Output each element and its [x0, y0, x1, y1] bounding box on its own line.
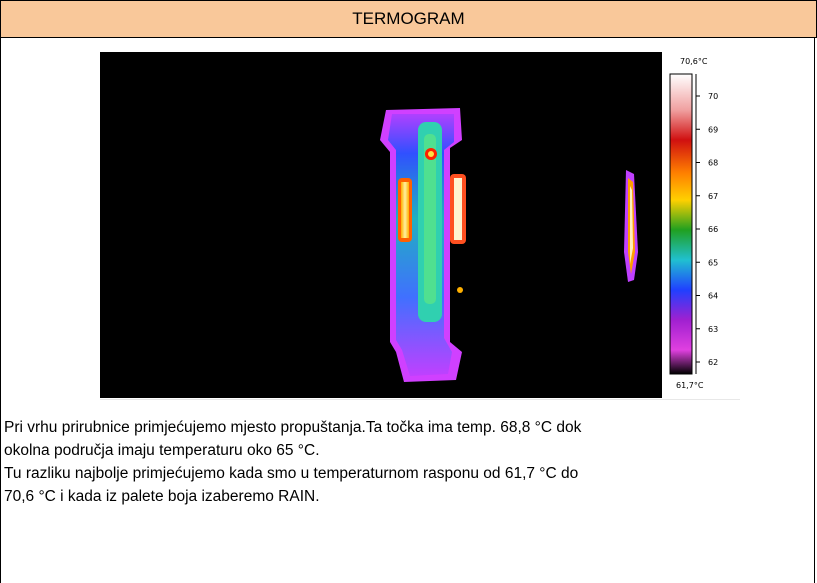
description-line: 70,6 °C i kada iz palete boja izaberemo … [4, 488, 320, 505]
description-line: okolna područja imaju temperaturu oko 65… [4, 442, 320, 459]
temperature-scale: 70,6°C 70 69 68 67 66 65 64 63 62 61,7°C [666, 52, 738, 398]
scale-tick-label: 68 [708, 159, 718, 168]
scale-tick-label: 70 [708, 92, 718, 101]
description-line: Pri vrhu prirubnice primjećujemo mjesto … [4, 419, 582, 436]
scale-tick-label: 69 [708, 125, 718, 134]
scale-tick-label: 64 [708, 292, 718, 301]
scale-gradient [669, 73, 693, 375]
scale-max-label: 70,6°C [680, 57, 708, 66]
page-title: TERMOGRAM [0, 0, 817, 38]
image-divider [100, 399, 740, 400]
scale-tick-label: 63 [708, 325, 718, 334]
color-scale-bar: 70,6°C 70 69 68 67 66 65 64 63 62 61,7°C [669, 57, 718, 390]
scale-tick-label: 66 [708, 225, 718, 234]
scale-min-label: 61,7°C [676, 381, 704, 390]
thermogram-image [100, 52, 662, 398]
description-text: Pri vrhu prirubnice primjećujemo mjesto … [4, 416, 764, 508]
thermogram-graphic [380, 108, 638, 382]
description-line: Tu razliku najbolje primjećujemo kada sm… [4, 465, 579, 482]
scale-tick-label: 62 [708, 358, 718, 367]
scale-tick-label: 65 [708, 258, 718, 267]
scale-tick-label: 67 [708, 192, 718, 201]
